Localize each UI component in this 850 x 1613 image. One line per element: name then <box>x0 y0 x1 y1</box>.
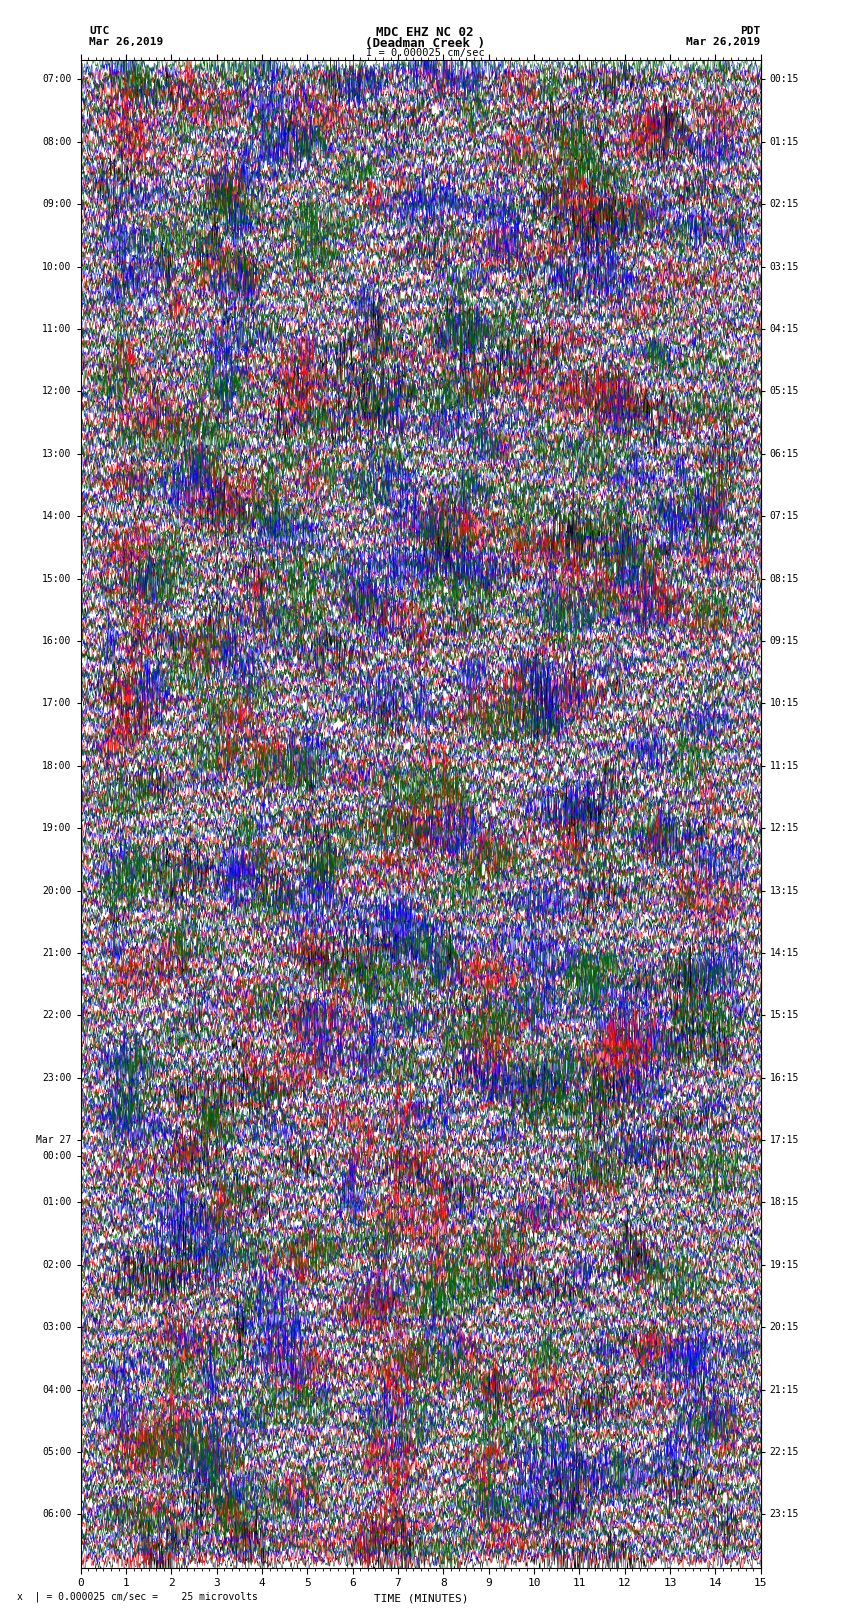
X-axis label: TIME (MINUTES): TIME (MINUTES) <box>373 1594 468 1603</box>
Text: UTC: UTC <box>89 26 110 35</box>
Text: MDC EHZ NC 02: MDC EHZ NC 02 <box>377 26 473 39</box>
Text: PDT: PDT <box>740 26 761 35</box>
Text: Mar 26,2019: Mar 26,2019 <box>89 37 163 47</box>
Text: (Deadman Creek ): (Deadman Creek ) <box>365 37 485 50</box>
Text: I = 0.000025 cm/sec: I = 0.000025 cm/sec <box>366 48 484 58</box>
Text: Mar 26,2019: Mar 26,2019 <box>687 37 761 47</box>
Text: x  | = 0.000025 cm/sec =    25 microvolts: x | = 0.000025 cm/sec = 25 microvolts <box>17 1590 258 1602</box>
